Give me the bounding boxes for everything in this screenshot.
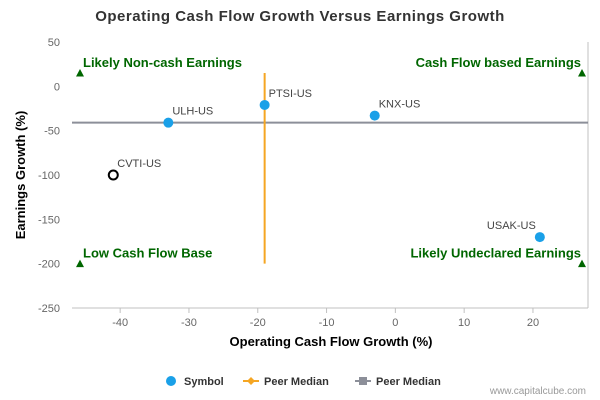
quadrant-labels: Likely Non-cash Earnings Cash Flow based … [76, 55, 586, 268]
point-ulh-us [163, 117, 174, 128]
y-tick-label: -150 [38, 214, 60, 226]
y-axis-title: Earnings Growth (%) [13, 111, 28, 240]
chart-title: Operating Cash Flow Growth Versus Earnin… [95, 8, 505, 25]
data-points: PTSI-US ULH-US KNX-US CVTI-US USAK-US [107, 88, 545, 243]
y-tick-label: -100 [38, 170, 60, 182]
legend-marker-vertical-median [247, 377, 255, 385]
legend-label: Peer Median [376, 376, 441, 388]
quadrant-marker-bottom-right [578, 259, 586, 268]
x-tick-label: 0 [392, 317, 398, 329]
y-tick-label: -250 [38, 303, 60, 315]
legend-marker-horizontal-median [359, 377, 367, 385]
legend-label: Peer Median [264, 376, 329, 388]
x-tick-label: -30 [181, 317, 197, 329]
quadrant-marker-top-right [578, 69, 586, 77]
x-tick-label: -40 [112, 317, 128, 329]
quadrant-label-top-right: Cash Flow based Earnings [416, 55, 581, 70]
legend-marker-symbol [166, 376, 176, 386]
point-label-knx-us: KNX-US [379, 99, 421, 111]
point-label-ulh-us: ULH-US [172, 106, 213, 118]
y-tick-label: 0 [54, 81, 60, 93]
point-knx-us [369, 110, 380, 121]
x-tick-label: -20 [250, 317, 266, 329]
x-tick-label: 20 [527, 317, 539, 329]
y-tick-label: -50 [44, 126, 60, 138]
point-usak-us [534, 232, 545, 243]
point-ptsi-us [259, 99, 270, 110]
x-tick-label: 10 [458, 317, 470, 329]
legend: Symbol Peer Median Peer Median [166, 376, 441, 388]
quadrant-marker-bottom-left [76, 259, 84, 268]
y-tick-label: -200 [38, 259, 60, 271]
x-axis-ticks: -40 -30 -20 -10 0 10 20 [112, 308, 539, 329]
point-cvti-us [107, 169, 119, 181]
point-label-usak-us: USAK-US [487, 220, 536, 232]
quadrant-label-top-left: Likely Non-cash Earnings [83, 55, 242, 70]
legend-label: Symbol [184, 376, 224, 388]
point-label-ptsi-us: PTSI-US [269, 88, 312, 100]
x-axis-title: Operating Cash Flow Growth (%) [230, 334, 433, 349]
quadrant-marker-top-left [76, 69, 84, 77]
quadrant-label-bottom-right: Likely Undeclared Earnings [410, 246, 581, 261]
quadrant-label-bottom-left: Low Cash Flow Base [83, 246, 212, 261]
x-tick-label: -10 [319, 317, 335, 329]
y-axis-ticks: 50 0 -50 -100 -150 -200 -250 [38, 37, 60, 315]
point-label-cvti-us: CVTI-US [117, 158, 161, 170]
y-tick-label: 50 [48, 37, 60, 49]
credit-text: www.capitalcube.com [489, 386, 586, 397]
